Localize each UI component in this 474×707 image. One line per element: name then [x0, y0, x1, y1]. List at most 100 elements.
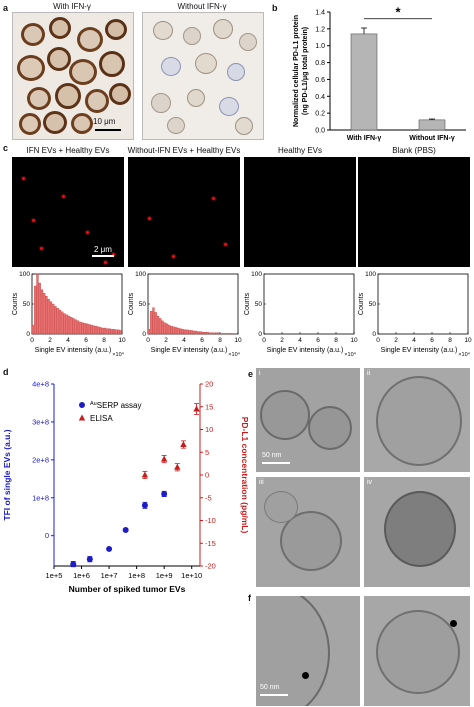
vesicle [264, 491, 298, 523]
histogram-bar [40, 289, 44, 335]
histogram-bar [186, 329, 189, 335]
y-tick-label-left: 2e+8 [32, 455, 49, 464]
y-tick-label-right: -15 [205, 539, 216, 548]
x-axis-label: Single EV intensity (a.u.) [381, 347, 458, 354]
stained-cell [69, 59, 97, 85]
x-tick-label: 8 [102, 337, 106, 344]
y-tick-label: 50 [23, 301, 31, 308]
y-tick-label: 0 [142, 331, 146, 338]
histogram-bar [81, 322, 84, 335]
y-axis-label: Counts [244, 292, 251, 315]
x-tick-label: 6 [84, 337, 88, 344]
histogram-bar [206, 332, 209, 335]
vesicle [376, 610, 460, 694]
stained-cell [47, 47, 71, 71]
x-tick-label: 1e+5 [46, 571, 63, 580]
histogram-bar [110, 329, 113, 335]
histogram-bar [36, 273, 39, 335]
unstained-cell [167, 117, 185, 134]
histogram-bar [174, 327, 178, 335]
panel-label-c: c [3, 143, 9, 153]
x-tick-label: 2 [394, 337, 398, 344]
panel-c-title: IFN EVs + Healthy EVs [26, 146, 110, 155]
histogram-bar [85, 323, 89, 335]
plot-frame [377, 273, 469, 335]
panel-label-e: e [248, 369, 254, 379]
x-tick-label: 0 [262, 337, 266, 344]
y-tick-label: 50 [255, 301, 263, 308]
y-tick-label: 50 [369, 301, 377, 308]
y-axis-label: Counts [358, 292, 365, 315]
histogram-bar [115, 329, 118, 335]
x-tick-label: 6 [316, 337, 320, 344]
x-tick-label: 2 [280, 337, 284, 344]
ev-fluorescence-image [358, 157, 470, 267]
unstained-cell [183, 27, 201, 45]
histogram-bar [92, 325, 95, 335]
stained-cell [19, 113, 41, 135]
scale-bar-label: 2 μm [94, 245, 112, 254]
stained-cell [77, 27, 103, 52]
histogram-bar [179, 328, 182, 335]
histogram-bar [43, 293, 46, 335]
scale-bar-line [262, 462, 290, 464]
cryo-em-image-i: i 50 nm [256, 368, 360, 472]
histogram-bar [231, 333, 234, 335]
histogram-bar [192, 330, 196, 335]
ev-fluorescence-image [244, 157, 356, 267]
data-point-circle [141, 502, 148, 509]
x-tick-label: 8 [218, 337, 222, 344]
micrograph-with-ifn: 10 μm [12, 12, 134, 140]
histogram-bar [170, 326, 173, 335]
y-tick-label-right: 15 [205, 402, 213, 411]
histogram-bar [61, 311, 64, 335]
y-axis-label: Normalized cellular PD-L1 protein (ng PD-… [293, 15, 309, 127]
scale-bar-line [260, 694, 288, 696]
histogram-bar [172, 326, 175, 335]
category-label: With IFN-γ [347, 135, 382, 142]
x-tick-label: 10 [464, 337, 472, 344]
x-tick-label: 10 [350, 337, 358, 344]
data-point-circle [70, 561, 77, 568]
histogram-bar [177, 327, 180, 335]
histogram-bar [34, 285, 37, 335]
data-point-circle [106, 545, 113, 552]
histogram-bar [119, 330, 122, 335]
histogram-bar [58, 309, 62, 335]
histogram-bar [204, 332, 207, 335]
vesicle [376, 376, 462, 466]
data-point-triangle [141, 471, 149, 478]
y-axis-label-line: Normalized cellular PD-L1 protein [293, 15, 300, 127]
y-tick-label-right: 20 [205, 380, 213, 389]
histogram-bar [52, 303, 55, 335]
histogram-bar [67, 315, 71, 335]
ev-spot [172, 255, 175, 258]
histogram-bar [106, 328, 109, 335]
panel-label-a: a [3, 3, 9, 13]
legend-marker-triangle [78, 414, 86, 421]
x-tick-label: 2 [164, 337, 168, 344]
histogram-bar [188, 330, 191, 335]
histogram-bar [112, 329, 116, 335]
x-tick-label: 0 [146, 337, 150, 344]
ev-spot [212, 197, 215, 200]
histogram-bar [74, 319, 77, 335]
y-tick-label: 100 [19, 271, 30, 278]
histogram-bar [161, 320, 164, 335]
y-tick-label-right: -5 [205, 493, 212, 502]
data-point-triangle [160, 455, 168, 462]
gold-nanoparticle [302, 672, 309, 679]
ev-fluorescence-image [128, 157, 240, 267]
histogram-bar [147, 329, 151, 335]
histogram-bar [45, 296, 48, 335]
ev-spot [62, 195, 65, 198]
x-tick-label: 6 [430, 337, 434, 344]
histogram-bar [213, 332, 216, 335]
unstained-cell [213, 19, 233, 39]
y-tick-label: 0.6 [315, 77, 325, 84]
y-tick-label-left: 0 [45, 531, 49, 540]
x-tick-label: 1e+6 [73, 571, 90, 580]
histogram-bar [228, 333, 232, 335]
ev-spot [32, 219, 35, 222]
